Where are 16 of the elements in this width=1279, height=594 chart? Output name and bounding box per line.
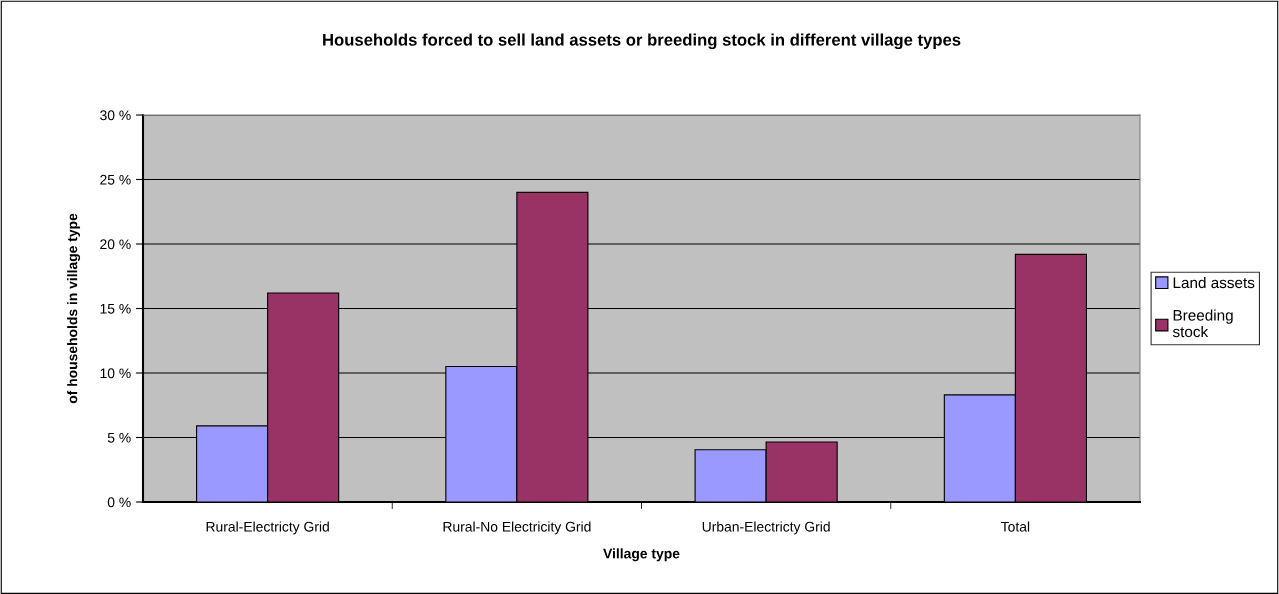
x-axis-title: Village type — [603, 548, 680, 562]
y-tick-label: 30 % — [100, 110, 131, 121]
y-tick-label: 25 % — [100, 174, 131, 185]
y-axis-title: of households in village type — [67, 213, 81, 404]
y-tick-label: 5 % — [107, 432, 131, 443]
y-tick-label: 15 % — [100, 303, 131, 314]
legend-label: Land assets — [1173, 276, 1255, 289]
y-tick-label: 10 % — [100, 368, 131, 379]
y-tick-label: 20 % — [100, 239, 131, 250]
x-tick-label: Urban-Electricty Grid — [702, 521, 830, 535]
x-tick-label: Rural-No Electricity Grid — [443, 521, 591, 535]
y-tick-label: 0 % — [107, 497, 131, 508]
x-tick-label: Rural-Electricty Grid — [206, 521, 329, 535]
chart-title: Households forced to sell land assets or breeding stock in different village types — [323, 33, 961, 50]
x-tick-label: Total — [1001, 521, 1030, 532]
legend-label: Breeding stock — [1172, 309, 1233, 338]
